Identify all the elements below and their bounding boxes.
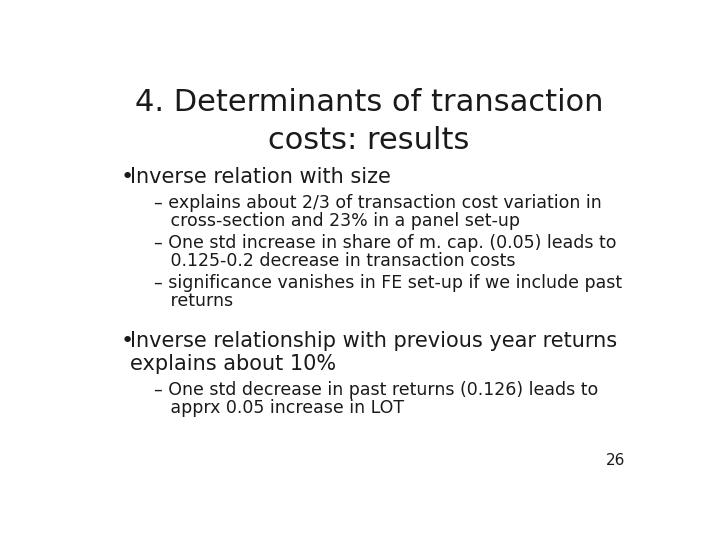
Text: Inverse relation with size: Inverse relation with size bbox=[130, 167, 391, 187]
Text: – significance vanishes in FE set-up if we include past: – significance vanishes in FE set-up if … bbox=[154, 274, 622, 292]
Text: •: • bbox=[121, 167, 134, 187]
Text: – One std decrease in past returns (0.126) leads to: – One std decrease in past returns (0.12… bbox=[154, 381, 598, 399]
Text: – explains about 2/3 of transaction cost variation in: – explains about 2/3 of transaction cost… bbox=[154, 194, 602, 212]
Text: cross-section and 23% in a panel set-up: cross-section and 23% in a panel set-up bbox=[154, 212, 520, 230]
Text: •: • bbox=[121, 331, 134, 351]
Text: returns: returns bbox=[154, 292, 233, 310]
Text: explains about 10%: explains about 10% bbox=[130, 354, 336, 374]
Text: costs: results: costs: results bbox=[269, 126, 469, 156]
Text: 0.125-0.2 decrease in transaction costs: 0.125-0.2 decrease in transaction costs bbox=[154, 252, 516, 270]
Text: 26: 26 bbox=[606, 453, 626, 468]
Text: apprx 0.05 increase in LOT: apprx 0.05 increase in LOT bbox=[154, 399, 405, 417]
Text: – One std increase in share of m. cap. (0.05) leads to: – One std increase in share of m. cap. (… bbox=[154, 234, 616, 252]
Text: 4. Determinants of transaction: 4. Determinants of transaction bbox=[135, 87, 603, 117]
Text: Inverse relationship with previous year returns: Inverse relationship with previous year … bbox=[130, 331, 617, 351]
